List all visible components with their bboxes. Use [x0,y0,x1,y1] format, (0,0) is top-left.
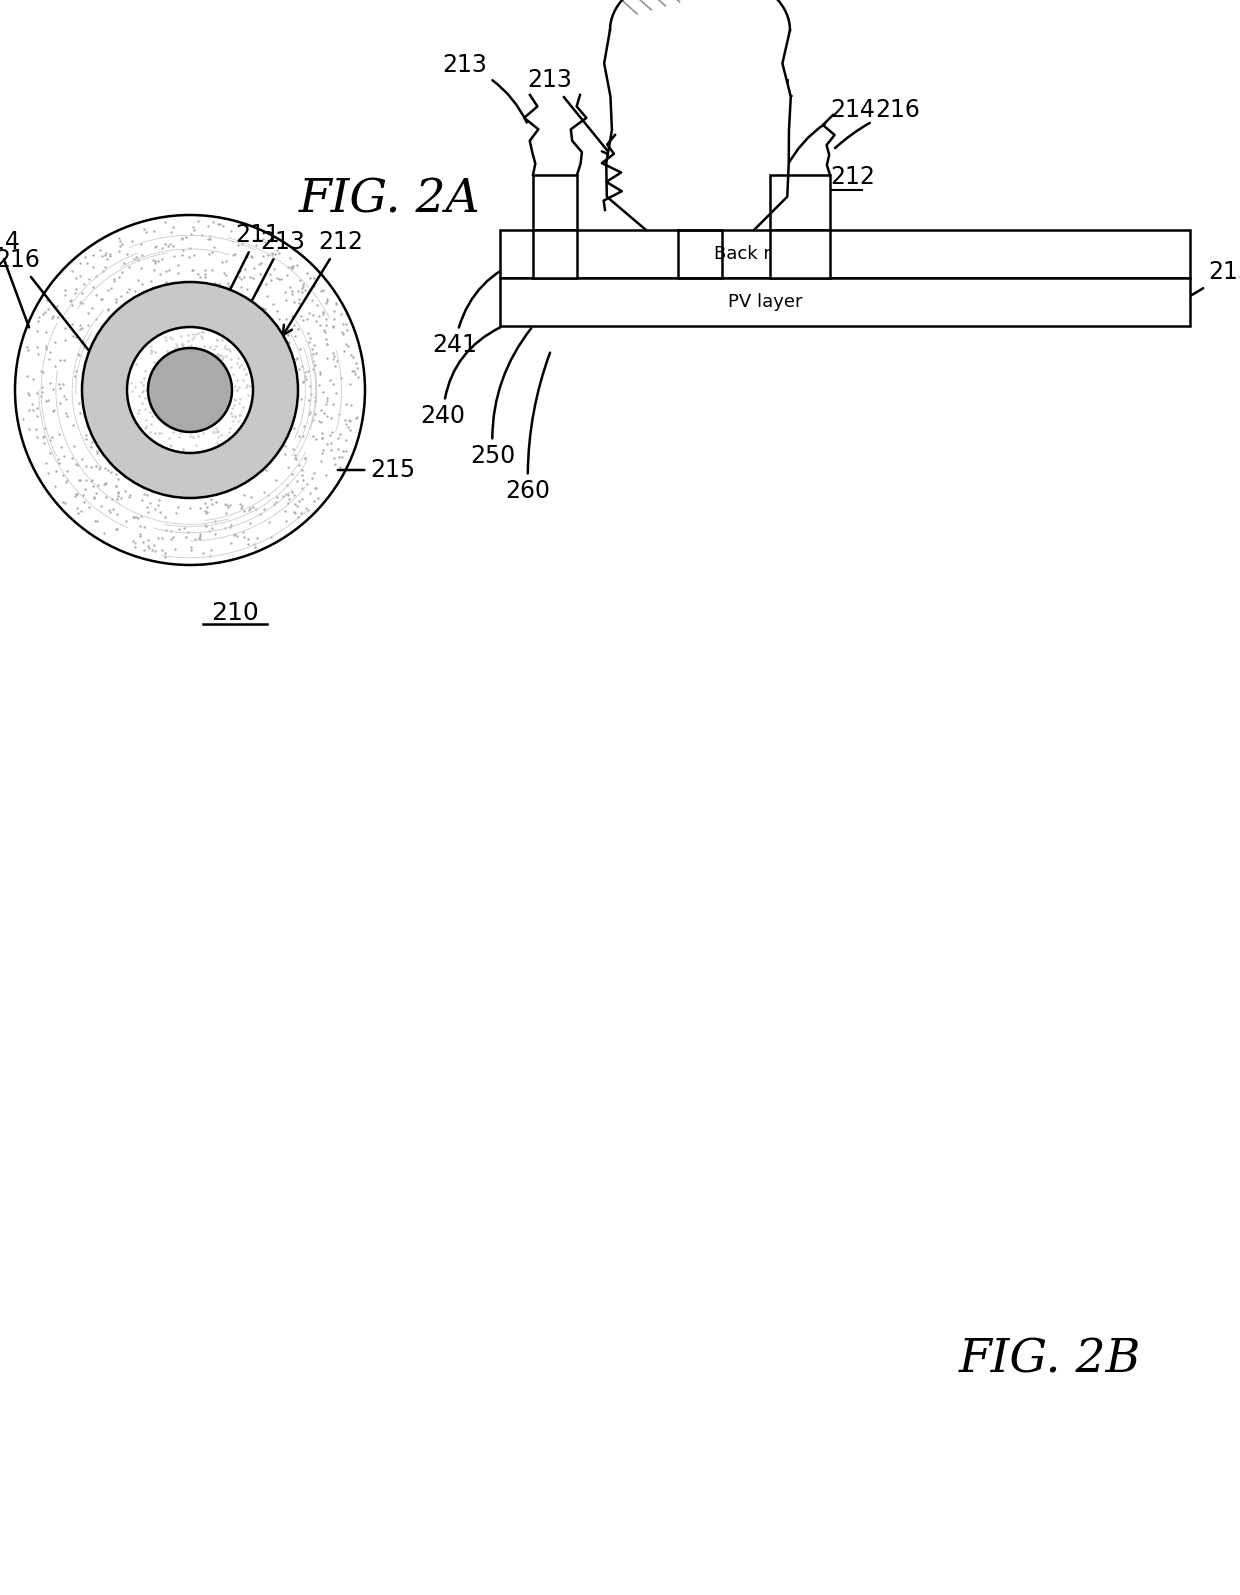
Bar [500,230,1190,278]
Text: 240: 240 [420,327,501,427]
Circle shape [148,348,232,432]
Bar [770,175,830,230]
Text: 214: 214 [0,230,29,327]
Text: FIG. 2A: FIG. 2A [299,177,481,223]
Text: 213: 213 [443,53,527,123]
Text: 216: 216 [0,247,88,349]
Bar [533,175,577,230]
Circle shape [126,327,253,453]
Text: 212: 212 [830,166,875,190]
Text: 215: 215 [1183,260,1240,300]
Text: PV layer: PV layer [728,293,802,311]
Text: 216: 216 [835,97,920,148]
Text: 260: 260 [506,352,551,502]
Bar [533,230,577,278]
Text: 241: 241 [433,258,526,357]
Text: 213: 213 [211,230,305,380]
Text: 212: 212 [600,281,645,305]
Text: 213: 213 [527,69,611,156]
Text: 212: 212 [283,230,363,335]
Text: 250: 250 [470,329,531,467]
Text: Back metal: Back metal [714,246,816,263]
Text: 215: 215 [337,458,415,482]
Polygon shape [604,0,791,278]
Text: 214: 214 [786,97,875,167]
Text: 211: 211 [187,223,280,375]
Text: 211: 211 [750,78,795,102]
Bar [500,278,1190,325]
Text: FIG. 2B: FIG. 2B [959,1337,1141,1383]
Circle shape [82,282,298,498]
Bar [770,230,830,278]
Text: 210: 210 [211,601,259,625]
Circle shape [15,215,365,565]
